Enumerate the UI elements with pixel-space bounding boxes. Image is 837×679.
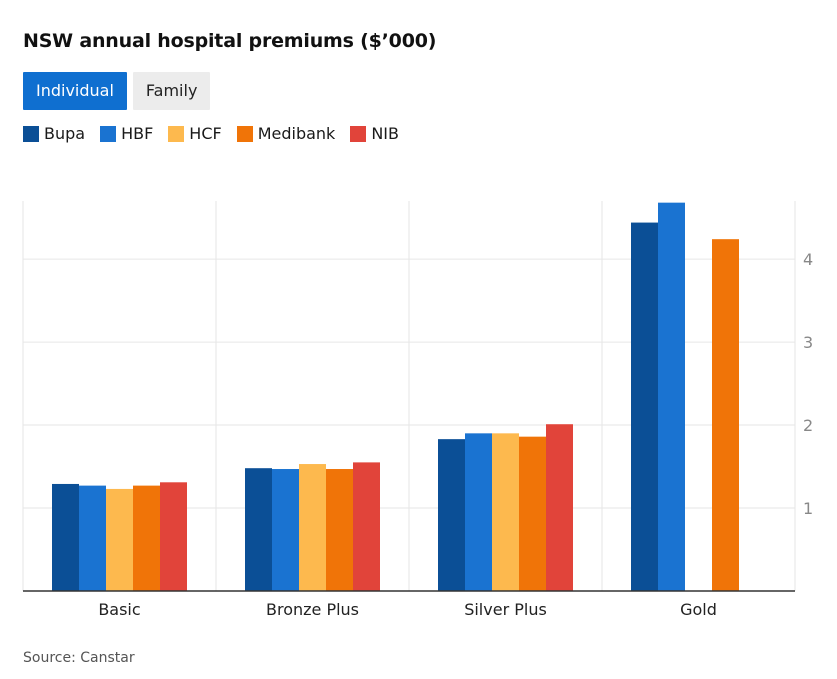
source-note: Source: Canstar: [23, 650, 135, 666]
y-tick-label: 1: [803, 499, 813, 518]
bar-hcf-basic: [106, 488, 133, 591]
legend-label-medibank: Medibank: [257, 124, 336, 143]
legend-label-nib: NIB: [371, 124, 399, 143]
x-tick-label: Bronze Plus: [266, 600, 359, 619]
legend-label-hbf: HBF: [121, 124, 154, 143]
legend-item-bupa[interactable]: Bupa: [23, 124, 85, 143]
legend-swatch-medibank: [236, 125, 253, 142]
x-tick-label: Silver Plus: [464, 600, 547, 619]
bar-hbf-silver-plus: [465, 433, 492, 591]
legend-label-bupa: Bupa: [44, 124, 86, 143]
legend-swatch-hbf: [100, 125, 117, 142]
bar-bupa-silver-plus: [438, 439, 465, 591]
bar-hbf-bronze-plus: [272, 469, 299, 591]
toggle-family-button[interactable]: Family: [132, 72, 211, 110]
y-tick-label: 2: [803, 416, 813, 435]
y-tick-label: 4: [803, 250, 813, 269]
bar-nib-basic: [160, 482, 187, 591]
bar-bupa-basic: [52, 483, 79, 591]
legend-item-medibank[interactable]: Medibank: [236, 124, 336, 143]
bar-bupa-gold: [631, 222, 658, 591]
legend-swatch-nib: [350, 125, 367, 142]
y-tick-label: 3: [803, 333, 813, 352]
bar-hcf-silver-plus: [492, 433, 519, 591]
legend-label-hcf: HCF: [189, 124, 222, 143]
legend: Bupa HBF HCF Medibank NIB: [23, 124, 399, 143]
bar-hbf-gold: [658, 202, 685, 591]
x-tick-label: Basic: [98, 600, 140, 619]
bar-hbf-basic: [79, 485, 106, 591]
legend-swatch-bupa: [23, 125, 39, 142]
legend-item-hbf[interactable]: HBF: [100, 124, 153, 143]
legend-swatch-hcf: [168, 125, 185, 142]
bar-nib-silver-plus: [546, 424, 573, 591]
legend-item-hcf[interactable]: HCF: [168, 124, 222, 143]
bar-nib-bronze-plus: [353, 462, 380, 591]
toggle-individual-button[interactable]: Individual: [23, 72, 127, 110]
x-tick-label: Gold: [680, 600, 717, 619]
bar-medibank-gold: [712, 239, 739, 591]
bar-medibank-basic: [133, 485, 160, 591]
view-toggle: Individual Family: [23, 72, 211, 110]
bar-medibank-bronze-plus: [326, 469, 353, 591]
legend-item-nib[interactable]: NIB: [350, 124, 399, 143]
bar-medibank-silver-plus: [519, 436, 546, 591]
bar-hcf-bronze-plus: [299, 464, 326, 591]
bar-bupa-bronze-plus: [245, 468, 272, 591]
chart-title: NSW annual hospital premiums ($’000): [23, 30, 437, 52]
